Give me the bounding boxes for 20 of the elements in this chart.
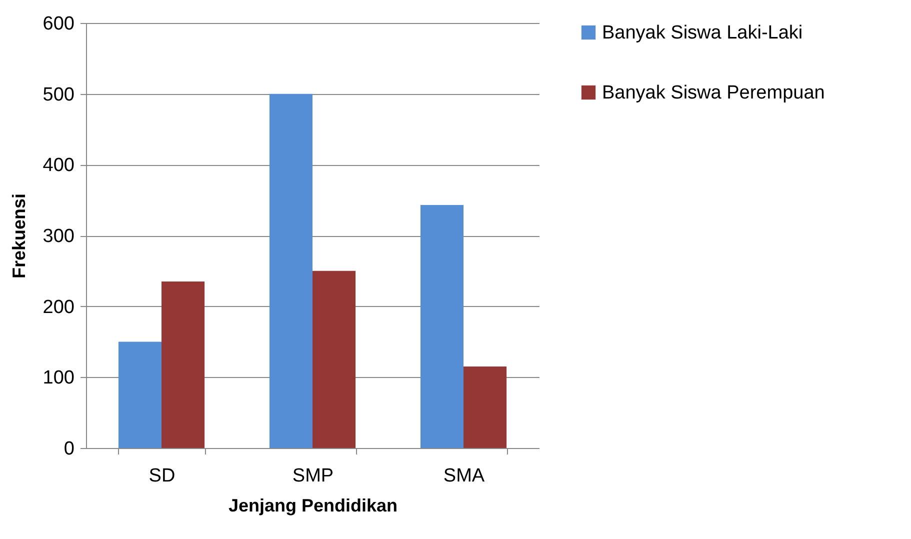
y-tick-label: 300	[42, 226, 74, 247]
y-tick-label: 600	[42, 14, 74, 34]
y-tick-label: 100	[42, 368, 74, 389]
y-tick-label: 0	[64, 438, 74, 460]
y-tick-label: 400	[42, 155, 74, 176]
bar	[420, 205, 464, 448]
x-tick-label: SMA	[443, 466, 485, 486]
y-tick-label: 500	[42, 84, 74, 106]
x-axis-title: Jenjang Pendidikan	[228, 496, 398, 516]
bar	[312, 270, 356, 448]
bar	[118, 342, 162, 448]
bar	[269, 94, 312, 448]
x-tick-label: SD	[148, 466, 176, 486]
y-tick-label: 200	[42, 296, 74, 318]
bar	[162, 282, 205, 448]
legend-label: Banyak Siswa Perempuan	[602, 82, 825, 104]
legend-label: Banyak Siswa Laki-Laki	[602, 22, 803, 44]
bar	[464, 366, 507, 448]
y-axis-title: Frekuensi	[8, 193, 29, 279]
x-tick-label: SMP	[292, 466, 334, 486]
